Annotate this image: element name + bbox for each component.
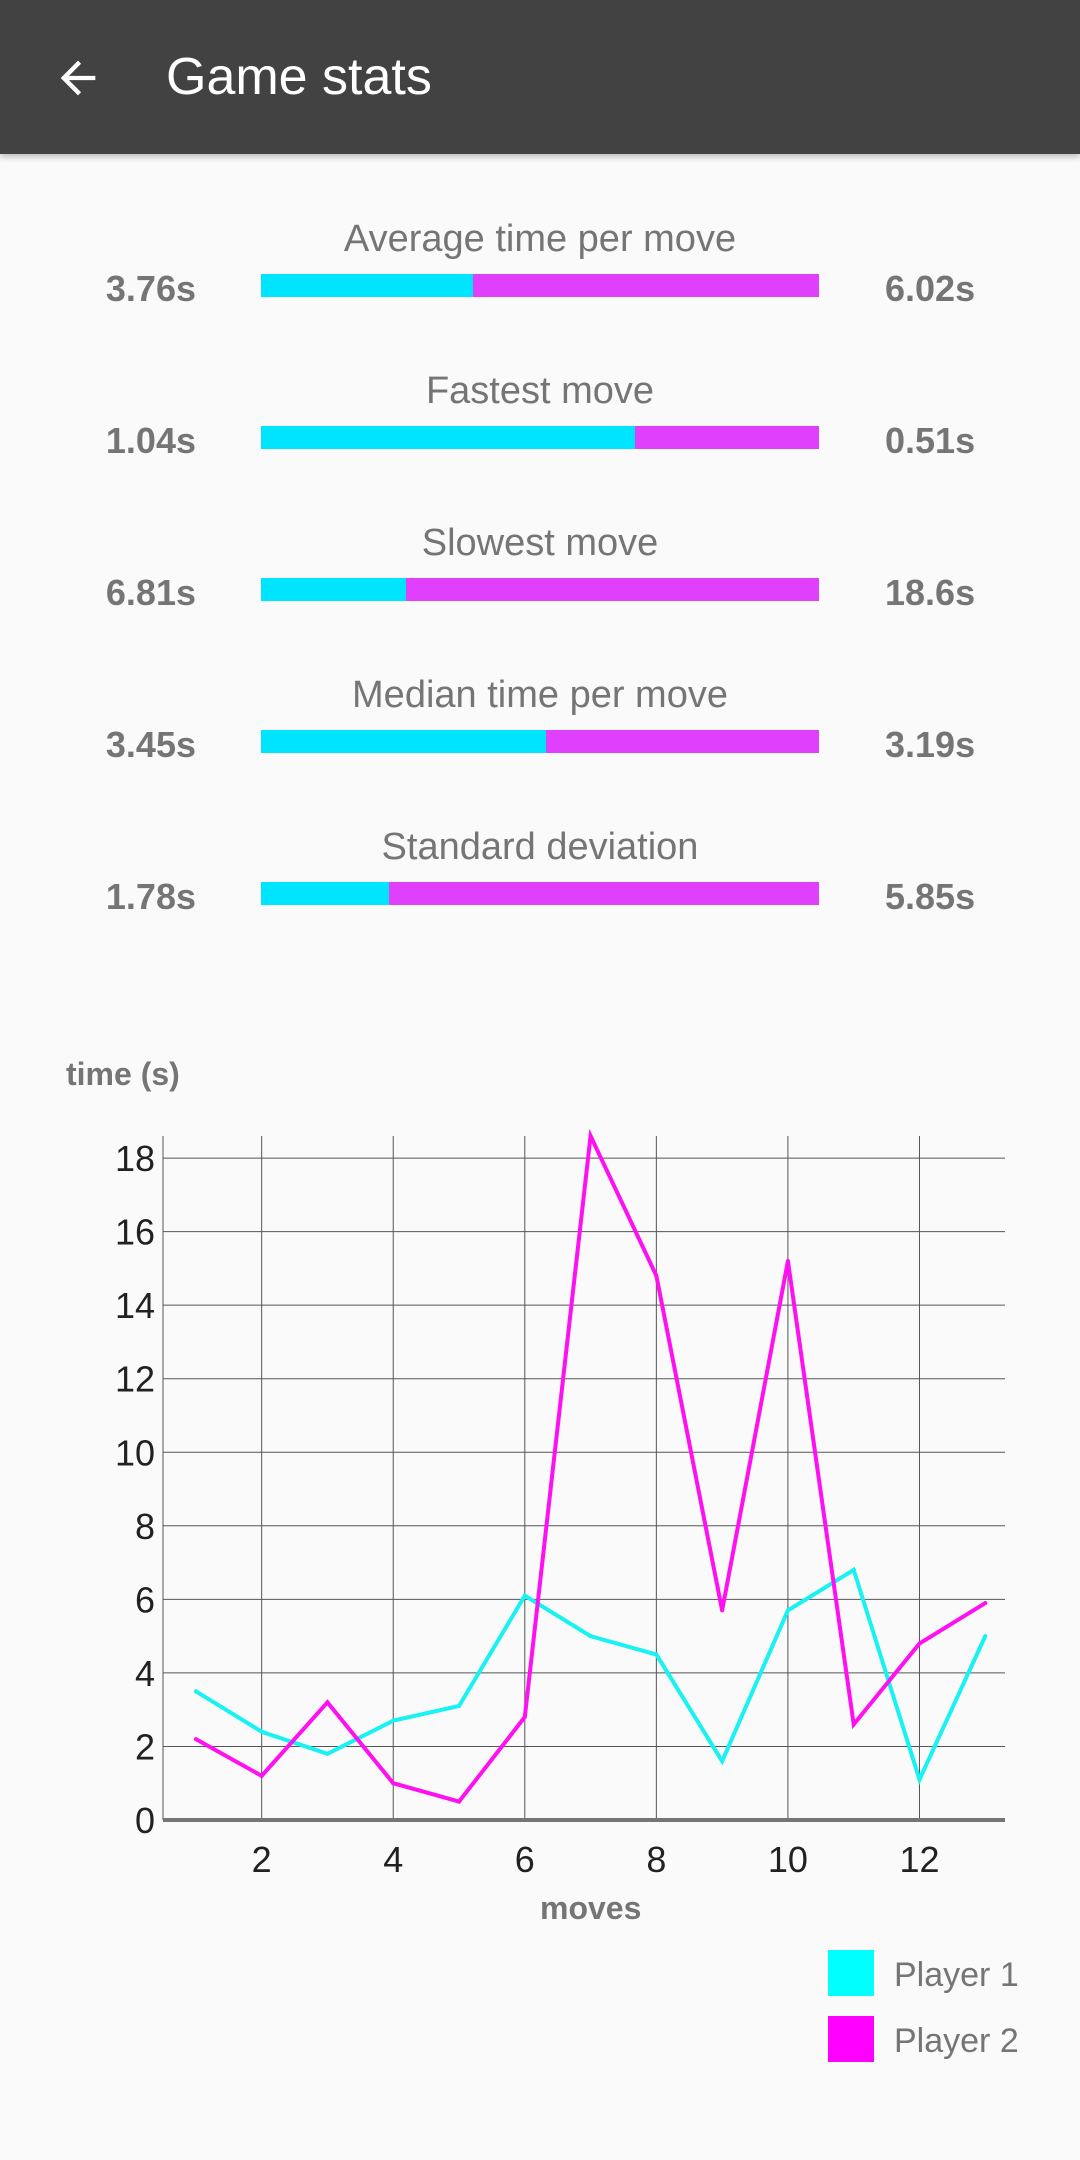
- legend-swatch-player2: [828, 2016, 874, 2062]
- player1-value: 6.81s: [105, 572, 196, 613]
- x-tick-label: 2: [252, 1839, 272, 1880]
- y-tick-label: 16: [115, 1212, 155, 1253]
- player2-value: 5.85s: [885, 876, 976, 917]
- x-tick-label: 8: [646, 1839, 666, 1880]
- comparison-bar: [261, 730, 819, 753]
- line-chart: 0 2 4 6 8 10 12 14 16 18 2 4 6 8 10 12: [115, 1128, 1005, 1880]
- comparison-bar: [261, 274, 819, 297]
- data-point-player1: [851, 1567, 856, 1572]
- back-button[interactable]: [26, 26, 130, 130]
- data-point-player1: [457, 1704, 462, 1708]
- data-point-player1: [917, 1777, 922, 1782]
- data-point-player2: [325, 1700, 330, 1705]
- data-point-player2: [522, 1715, 527, 1720]
- player1-value: 3.76s: [105, 268, 196, 309]
- x-tick-label: 10: [768, 1839, 808, 1880]
- player1-value: 3.45s: [105, 724, 196, 765]
- y-tick-label: 8: [135, 1506, 155, 1547]
- data-point-player1: [325, 1751, 330, 1756]
- data-point-player1: [983, 1634, 988, 1639]
- data-point-player1: [193, 1689, 198, 1694]
- data-point-player2: [720, 1608, 725, 1613]
- y-tick-label: 12: [115, 1359, 155, 1400]
- x-tick-label: 6: [515, 1839, 535, 1880]
- stat-label: Average time per move: [343, 218, 737, 260]
- player1-bar-fill: [261, 578, 407, 601]
- data-point-player1: [522, 1593, 527, 1598]
- player1-value: 1.04s: [105, 420, 196, 461]
- data-point-player1: [720, 1759, 725, 1764]
- data-point-player1: [785, 1608, 790, 1613]
- y-tick-label: 14: [115, 1285, 155, 1326]
- data-point-player1: [259, 1729, 264, 1734]
- stat-median-time: Median time per move 3.45s 3.19s: [0, 674, 1080, 814]
- data-point-player1: [654, 1652, 659, 1657]
- x-tick-label: 4: [383, 1839, 403, 1880]
- data-point-player2: [457, 1799, 462, 1804]
- data-point-player2: [851, 1722, 856, 1727]
- legend-label: Player 2: [894, 2022, 1019, 2060]
- y-tick-label: 0: [135, 1800, 155, 1841]
- player1-value: 1.78s: [105, 876, 196, 917]
- comparison-bar: [261, 882, 819, 905]
- comparison-bar: [261, 578, 819, 601]
- stat-label: Fastest move: [425, 370, 655, 412]
- y-tick-label: 4: [135, 1653, 155, 1694]
- series-line-player1: [194, 1566, 988, 1786]
- player2-value: 18.6s: [885, 572, 976, 613]
- data-point-player2: [983, 1601, 988, 1606]
- legend-swatch-player1: [828, 1950, 874, 1996]
- data-point-player2: [193, 1737, 198, 1742]
- player1-bar-fill: [261, 274, 474, 297]
- data-point-player1: [588, 1634, 593, 1639]
- data-point-player2: [391, 1781, 396, 1786]
- page-title: Game stats: [166, 48, 432, 106]
- time-chart: time (s) 0 2 4 6 8 10 12 14 16 18 2 4 6 8 10 12 moves: [0, 1020, 1080, 2120]
- player1-bar-fill: [261, 882, 390, 905]
- y-tick-label: 10: [115, 1432, 155, 1473]
- series-line-player2: [194, 1128, 987, 1804]
- stat-fastest-move: Fastest move 1.04s 0.51s: [0, 370, 1080, 510]
- player2-value: 0.51s: [885, 420, 976, 461]
- stat-label: Median time per move: [352, 674, 728, 716]
- stat-slowest-move: Slowest move 6.81s 18.6s: [0, 522, 1080, 662]
- player2-value: 3.19s: [885, 724, 976, 765]
- y-tick-label: 2: [135, 1726, 155, 1767]
- stat-label: Standard deviation: [381, 826, 699, 868]
- y-tick-label: 6: [135, 1579, 155, 1620]
- arrow-back-icon: [60, 60, 96, 96]
- app-bar: Game stats: [0, 0, 1080, 154]
- y-axis-title: time (s): [66, 1056, 180, 1092]
- player2-value: 6.02s: [885, 268, 976, 309]
- stat-label: Slowest move: [421, 522, 659, 564]
- data-point-player2: [259, 1773, 264, 1778]
- data-point-player2: [785, 1259, 790, 1264]
- player1-bar-fill: [261, 426, 635, 449]
- data-point-player2: [917, 1641, 922, 1646]
- player1-bar-fill: [261, 730, 546, 753]
- comparison-bar: [261, 426, 819, 449]
- data-point-player2: [588, 1134, 593, 1138]
- legend-label: Player 1: [894, 1956, 1019, 1994]
- data-point-player1: [391, 1718, 396, 1723]
- data-point-player2: [654, 1273, 659, 1278]
- x-tick-label: 12: [899, 1839, 939, 1880]
- stat-standard-deviation: Standard deviation 1.78s 5.85s: [0, 826, 1080, 966]
- y-tick-label: 18: [115, 1138, 155, 1179]
- stat-average-time: Average time per move 3.76s 6.02s: [0, 218, 1080, 358]
- x-axis-title: moves: [540, 1890, 642, 1926]
